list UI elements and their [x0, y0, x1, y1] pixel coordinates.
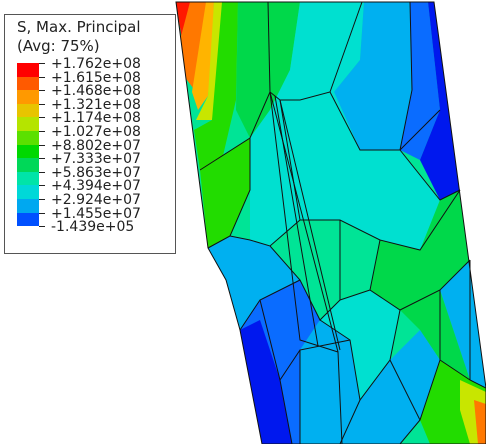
contour-upper-navy — [420, 2, 460, 200]
mesh-line — [207, 138, 251, 249]
contour-mid-cyan-center — [250, 100, 300, 246]
legend-tick-label: +1.455e+07 — [51, 205, 141, 222]
contour-lower-right-orange — [474, 400, 486, 444]
legend-tick-label: +1.468e+08 — [51, 83, 141, 100]
legend-tick — [39, 185, 45, 187]
mesh-lines — [175, 1, 486, 444]
mesh-line — [339, 399, 361, 444]
legend-tick-label: +1.027e+08 — [51, 124, 141, 140]
contour-mid-left-sky — [208, 236, 300, 330]
contour-mid-right-sky — [440, 190, 486, 388]
contour-upper-sky — [334, 2, 412, 150]
legend-swatch — [17, 63, 39, 77]
mesh-line — [419, 359, 486, 421]
legend-tick — [39, 171, 45, 173]
legend-swatch — [17, 90, 39, 104]
legend-tick-label: +1.174e+08 — [51, 110, 141, 127]
mesh-line — [329, 91, 441, 151]
contour-legend: S, Max. Principal (Avg: 75%) +1.762e+08 +… — [4, 14, 176, 254]
mesh-line — [274, 95, 319, 347]
contour-lower-green — [400, 290, 470, 380]
legend-tick — [39, 158, 45, 160]
legend-swatch — [17, 199, 39, 213]
contour-band-left-green — [194, 2, 238, 170]
legend-tick — [39, 90, 45, 92]
legend-title: S, Max. Principal — [17, 18, 141, 36]
legend-tick-label: +1.615e+08 — [51, 69, 141, 86]
legend-tick — [39, 144, 45, 146]
contour-mid-green-left — [200, 138, 250, 248]
contour-lower-cyan — [320, 290, 400, 400]
legend-tick-label: +2.924e+07 — [51, 192, 141, 208]
legend-tick — [39, 63, 45, 64]
part-outline — [175, 1, 486, 444]
contour-lower-bottom-sky — [340, 330, 440, 444]
contour-lower-sky — [300, 320, 360, 444]
legend-tick-label: +8.802e+07 — [51, 137, 141, 154]
legend-averaging-label: (Avg: 75%) — [17, 37, 100, 55]
contour-upper-cyan — [270, 2, 364, 110]
legend-tick — [39, 76, 45, 78]
mesh-line — [267, 1, 363, 101]
legend-tick — [39, 117, 45, 119]
contour-mid-right-cyan — [300, 92, 440, 250]
mesh-line — [269, 91, 339, 353]
legend-swatch — [17, 131, 39, 145]
mesh-line — [399, 149, 461, 201]
legend-tick-label: +4.394e+07 — [51, 178, 141, 195]
legend-swatch — [17, 117, 39, 131]
legend-tick — [39, 212, 45, 214]
legend-tick-label: +7.333e+07 — [51, 151, 141, 168]
legend-swatch — [17, 185, 39, 199]
legend-swatch — [17, 158, 39, 172]
contour-band-left-amber — [192, 2, 214, 110]
legend-tick — [39, 131, 45, 132]
legend-swatch — [17, 171, 39, 186]
legend-swatch — [17, 144, 39, 159]
mesh-line — [279, 99, 341, 351]
mesh-line — [339, 289, 371, 301]
contour-band-upper-green — [236, 2, 300, 138]
legend-swatch — [17, 212, 39, 227]
legend-tick — [39, 226, 45, 228]
mesh-line — [362, 1, 413, 151]
legend-tick — [39, 103, 45, 105]
legend-tick-label: +1.762e+08 — [51, 56, 141, 72]
legend-swatch — [17, 76, 39, 91]
legend-tick — [39, 199, 45, 200]
mesh-line — [279, 349, 301, 381]
legend-tick-label: +5.863e+07 — [51, 164, 141, 181]
legend-swatch — [17, 103, 39, 118]
legend-tick-label: -1.439e+05 — [51, 219, 135, 236]
contour-lower-navy — [240, 320, 292, 444]
legend-tick-label: +1.321e+08 — [51, 96, 141, 113]
